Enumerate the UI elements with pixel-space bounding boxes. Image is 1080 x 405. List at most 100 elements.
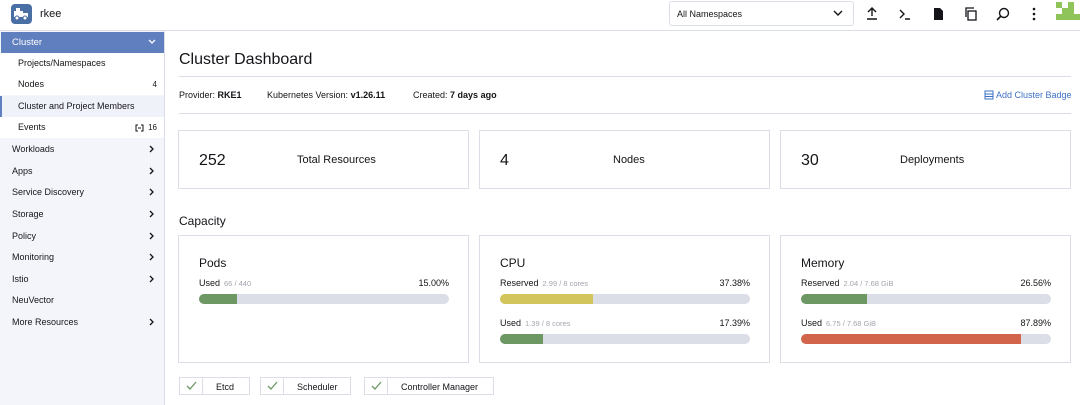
events-namespaced-icon (135, 124, 144, 132)
divider (179, 113, 1071, 114)
nodes-count: 4 (500, 152, 509, 169)
cluster-logo-icon[interactable] (11, 4, 32, 24)
deployments-label: Deployments (900, 154, 965, 166)
cluster-name: rkee (40, 8, 62, 20)
kubernetes-version-info: Kubernetes Version: v1.26.11 (267, 90, 385, 100)
upload-icon[interactable] (864, 6, 880, 22)
sidebar-item-count: 4 (152, 80, 157, 89)
component-status-etcd: Etcd (179, 377, 250, 395)
progress-fill (801, 294, 868, 304)
capacity-heading: Capacity (179, 214, 226, 228)
sidebar-item-policy[interactable]: Policy (0, 226, 164, 247)
divider (179, 76, 1071, 77)
sidebar-item-label: Apps (12, 166, 33, 176)
deployments-count: 30 (801, 152, 819, 169)
progress-bar (801, 334, 1051, 344)
row-detail: 1.39 / 8 cores (525, 319, 571, 328)
progress-bar (500, 294, 750, 304)
sidebar-item-label: More Resources (12, 317, 79, 327)
provider-info: Provider: RKE1 (179, 90, 242, 100)
component-label: Etcd (216, 382, 235, 392)
sidebar-item-monitoring[interactable]: Monitoring (0, 247, 164, 268)
created-info: Created: 7 days ago (413, 90, 497, 100)
sidebar: Cluster Projects/Namespaces Nodes 4 Clus… (0, 31, 165, 405)
progress-fill (500, 334, 544, 344)
component-status-controller-manager: Controller Manager (364, 377, 494, 395)
total-resources-count: 252 (199, 152, 226, 169)
row-percent: 26.56% (1020, 278, 1051, 288)
nodes-label: Nodes (613, 154, 645, 166)
sidebar-item-more-resources[interactable]: More Resources (0, 312, 164, 333)
file-icon[interactable] (930, 6, 946, 22)
cpu-gauge: CPU Reserved 2.99 / 8 cores 37.38% Used 1.… (479, 235, 770, 363)
chevron-down-icon (148, 39, 156, 44)
progress-fill (801, 334, 1021, 344)
sidebar-item-label: Istio (12, 274, 29, 284)
total-resources-card[interactable]: 252 Total Resources (178, 130, 469, 189)
chevron-right-icon (149, 167, 154, 175)
progress-bar (199, 294, 449, 304)
sidebar-item-label: Nodes (18, 79, 45, 89)
deployments-card[interactable]: 30 Deployments (780, 130, 1071, 189)
sidebar-item-label: Cluster and Project Members (18, 101, 135, 111)
row-detail: 2.04 / 7.68 GiB (843, 279, 894, 288)
sidebar-group-cluster[interactable]: Cluster (1, 32, 164, 53)
row-label: Used (500, 318, 522, 328)
provider-label: Provider: (179, 90, 216, 100)
row-label: Reserved (500, 278, 539, 288)
chevron-right-icon (149, 188, 154, 196)
sidebar-item-label: Policy (12, 231, 37, 241)
sidebar-item-label: Monitoring (12, 252, 55, 262)
row-label: Used (199, 278, 221, 288)
check-icon (261, 378, 284, 394)
nodes-card[interactable]: 4 Nodes (479, 130, 770, 189)
chevron-down-icon (833, 10, 843, 16)
sidebar-item-workloads[interactable]: Workloads (0, 139, 164, 160)
row-percent: 17.39% (719, 318, 750, 328)
check-icon (180, 378, 203, 394)
row-detail: 66 / 440 (224, 279, 252, 288)
namespace-select[interactable]: All Namespaces (669, 1, 854, 26)
chevron-right-icon (149, 275, 154, 283)
namespace-select-value: All Namespaces (677, 9, 743, 19)
sidebar-item-neuvector[interactable]: NeuVector (0, 290, 164, 311)
sidebar-item-projects-namespaces[interactable]: Projects/Namespaces (0, 53, 164, 74)
add-cluster-badge-link[interactable]: Add Cluster Badge (984, 90, 1072, 100)
sidebar-item-events[interactable]: Events 16 (0, 117, 164, 138)
component-status-scheduler: Scheduler (260, 377, 351, 395)
sidebar-item-service-discovery[interactable]: Service Discovery (0, 182, 164, 203)
row-detail: 2.99 / 8 cores (542, 279, 588, 288)
sidebar-item-nodes[interactable]: Nodes 4 (0, 74, 164, 95)
sidebar-item-label: Projects/Namespaces (18, 58, 106, 68)
gauge-title: Memory (801, 256, 845, 270)
progress-fill (500, 294, 594, 304)
check-icon (365, 378, 388, 394)
chevron-right-icon (149, 318, 154, 326)
top-bar: rkee All Namespaces (0, 0, 1080, 31)
search-icon[interactable] (995, 6, 1011, 22)
copy-icon[interactable] (963, 6, 979, 22)
chevron-right-icon (149, 145, 154, 153)
progress-bar (801, 294, 1051, 304)
total-resources-label: Total Resources (297, 154, 376, 166)
sidebar-item-storage[interactable]: Storage (0, 204, 164, 225)
row-percent: 37.38% (719, 278, 750, 288)
k8s-version-label: Kubernetes Version: (267, 90, 349, 100)
row-percent: 15.00% (418, 278, 449, 288)
terminal-icon[interactable] (897, 6, 913, 22)
component-label: Controller Manager (401, 382, 479, 392)
created-label: Created: (413, 90, 448, 100)
add-cluster-badge-label: Add Cluster Badge (996, 90, 1072, 100)
memory-gauge: Memory Reserved 2.04 / 7.68 GiB 26.56% Us… (780, 235, 1071, 363)
row-label: Used (801, 318, 823, 328)
user-avatar[interactable] (1056, 0, 1080, 22)
sidebar-item-cluster-project-members[interactable]: Cluster and Project Members (0, 96, 164, 117)
pods-gauge: Pods Used 66 / 440 15.00% (178, 235, 469, 363)
sidebar-item-apps[interactable]: Apps (0, 161, 164, 182)
sidebar-item-label: NeuVector (12, 295, 55, 305)
progress-bar (500, 334, 750, 344)
row-detail: 6.75 / 7.68 GiB (826, 319, 877, 328)
more-vertical-icon[interactable] (1026, 6, 1042, 22)
row-percent: 87.89% (1020, 318, 1051, 328)
sidebar-item-istio[interactable]: Istio (0, 269, 164, 290)
